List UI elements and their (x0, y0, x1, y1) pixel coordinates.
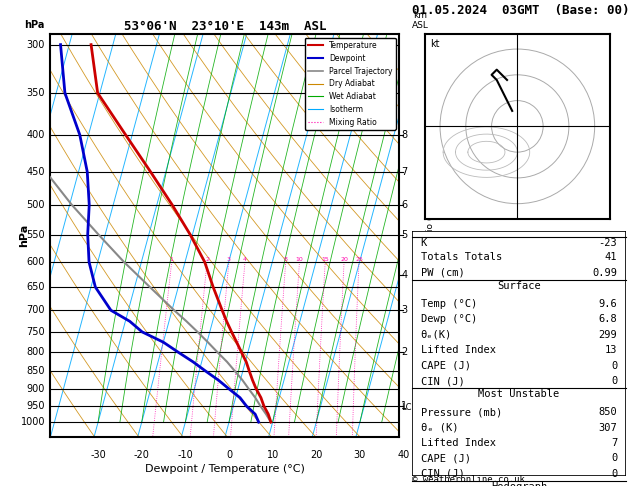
Text: 10: 10 (296, 257, 303, 262)
Text: 4: 4 (401, 270, 408, 280)
Text: 299: 299 (599, 330, 617, 340)
Text: 450: 450 (26, 167, 45, 177)
Text: Surface: Surface (497, 281, 541, 291)
Legend: Temperature, Dewpoint, Parcel Trajectory, Dry Adiabat, Wet Adiabat, Isotherm, Mi: Temperature, Dewpoint, Parcel Trajectory… (304, 38, 396, 130)
Text: -23: -23 (599, 238, 617, 248)
Text: Totals Totals: Totals Totals (421, 252, 502, 262)
Text: 3: 3 (227, 257, 231, 262)
Text: 850: 850 (599, 407, 617, 417)
Text: 0.99: 0.99 (593, 268, 617, 278)
Text: 900: 900 (26, 384, 45, 394)
Text: Dewp (°C): Dewp (°C) (421, 314, 477, 324)
Text: 0: 0 (611, 453, 617, 464)
Text: 2: 2 (401, 347, 408, 357)
Text: 6.8: 6.8 (599, 314, 617, 324)
Text: 30: 30 (353, 450, 366, 459)
Text: K: K (421, 238, 427, 248)
Text: θₑ (K): θₑ (K) (421, 422, 458, 433)
Text: 5: 5 (401, 230, 408, 240)
Text: -10: -10 (177, 450, 193, 459)
Text: LCL: LCL (401, 403, 416, 412)
Text: -30: -30 (90, 450, 106, 459)
Text: 400: 400 (26, 130, 45, 140)
Text: -20: -20 (134, 450, 150, 459)
Text: CIN (J): CIN (J) (421, 376, 464, 386)
Text: 6: 6 (401, 200, 408, 210)
Text: 01.05.2024  03GMT  (Base: 00): 01.05.2024 03GMT (Base: 00) (412, 4, 629, 17)
Text: Temp (°C): Temp (°C) (421, 299, 477, 309)
Text: Most Unstable: Most Unstable (478, 389, 560, 399)
Text: 0: 0 (611, 361, 617, 371)
Text: kt: kt (430, 39, 440, 49)
Text: CIN (J): CIN (J) (421, 469, 464, 479)
Text: 1: 1 (170, 257, 174, 262)
Text: 20: 20 (310, 450, 323, 459)
Text: 25: 25 (355, 257, 363, 262)
Text: 7: 7 (401, 167, 408, 177)
Text: 600: 600 (26, 257, 45, 267)
Text: 3: 3 (401, 305, 408, 315)
Text: 300: 300 (26, 40, 45, 50)
Text: 8: 8 (284, 257, 287, 262)
Text: 0: 0 (611, 469, 617, 479)
Text: km
ASL: km ASL (412, 11, 429, 30)
Text: 9.6: 9.6 (599, 299, 617, 309)
Text: 307: 307 (599, 422, 617, 433)
Text: Lifted Index: Lifted Index (421, 345, 496, 355)
Text: 15: 15 (321, 257, 329, 262)
Text: 1000: 1000 (21, 417, 45, 427)
Text: 850: 850 (26, 366, 45, 376)
Text: hPa: hPa (19, 224, 29, 247)
Text: θₑ(K): θₑ(K) (421, 330, 452, 340)
Text: 550: 550 (26, 230, 45, 240)
Text: 950: 950 (26, 401, 45, 411)
Text: 20: 20 (340, 257, 348, 262)
Text: PW (cm): PW (cm) (421, 268, 464, 278)
Text: 2: 2 (205, 257, 209, 262)
Text: 4: 4 (243, 257, 247, 262)
Text: hPa: hPa (24, 20, 45, 30)
Text: Lifted Index: Lifted Index (421, 438, 496, 448)
Text: 13: 13 (605, 345, 617, 355)
Text: 0: 0 (611, 376, 617, 386)
Text: 8: 8 (401, 130, 408, 140)
Text: 40: 40 (398, 450, 409, 459)
Text: © weatheronline.co.uk: © weatheronline.co.uk (412, 474, 525, 484)
Text: 1: 1 (401, 401, 408, 411)
Text: 10: 10 (267, 450, 279, 459)
Text: CAPE (J): CAPE (J) (421, 361, 470, 371)
Text: 41: 41 (605, 252, 617, 262)
Text: 750: 750 (26, 327, 45, 337)
Title: 53°06'N  23°10'E  143m  ASL: 53°06'N 23°10'E 143m ASL (124, 20, 326, 33)
Text: Hodograph: Hodograph (491, 482, 547, 486)
Text: Dewpoint / Temperature (°C): Dewpoint / Temperature (°C) (145, 464, 305, 474)
Text: 650: 650 (26, 282, 45, 292)
Text: Pressure (mb): Pressure (mb) (421, 407, 502, 417)
Text: Mixing Ratio (g/kg): Mixing Ratio (g/kg) (426, 193, 435, 278)
Text: 7: 7 (611, 438, 617, 448)
Text: 350: 350 (26, 88, 45, 98)
Text: 0: 0 (226, 450, 232, 459)
Text: 800: 800 (26, 347, 45, 357)
Text: CAPE (J): CAPE (J) (421, 453, 470, 464)
Text: 700: 700 (26, 305, 45, 315)
Text: 500: 500 (26, 200, 45, 210)
